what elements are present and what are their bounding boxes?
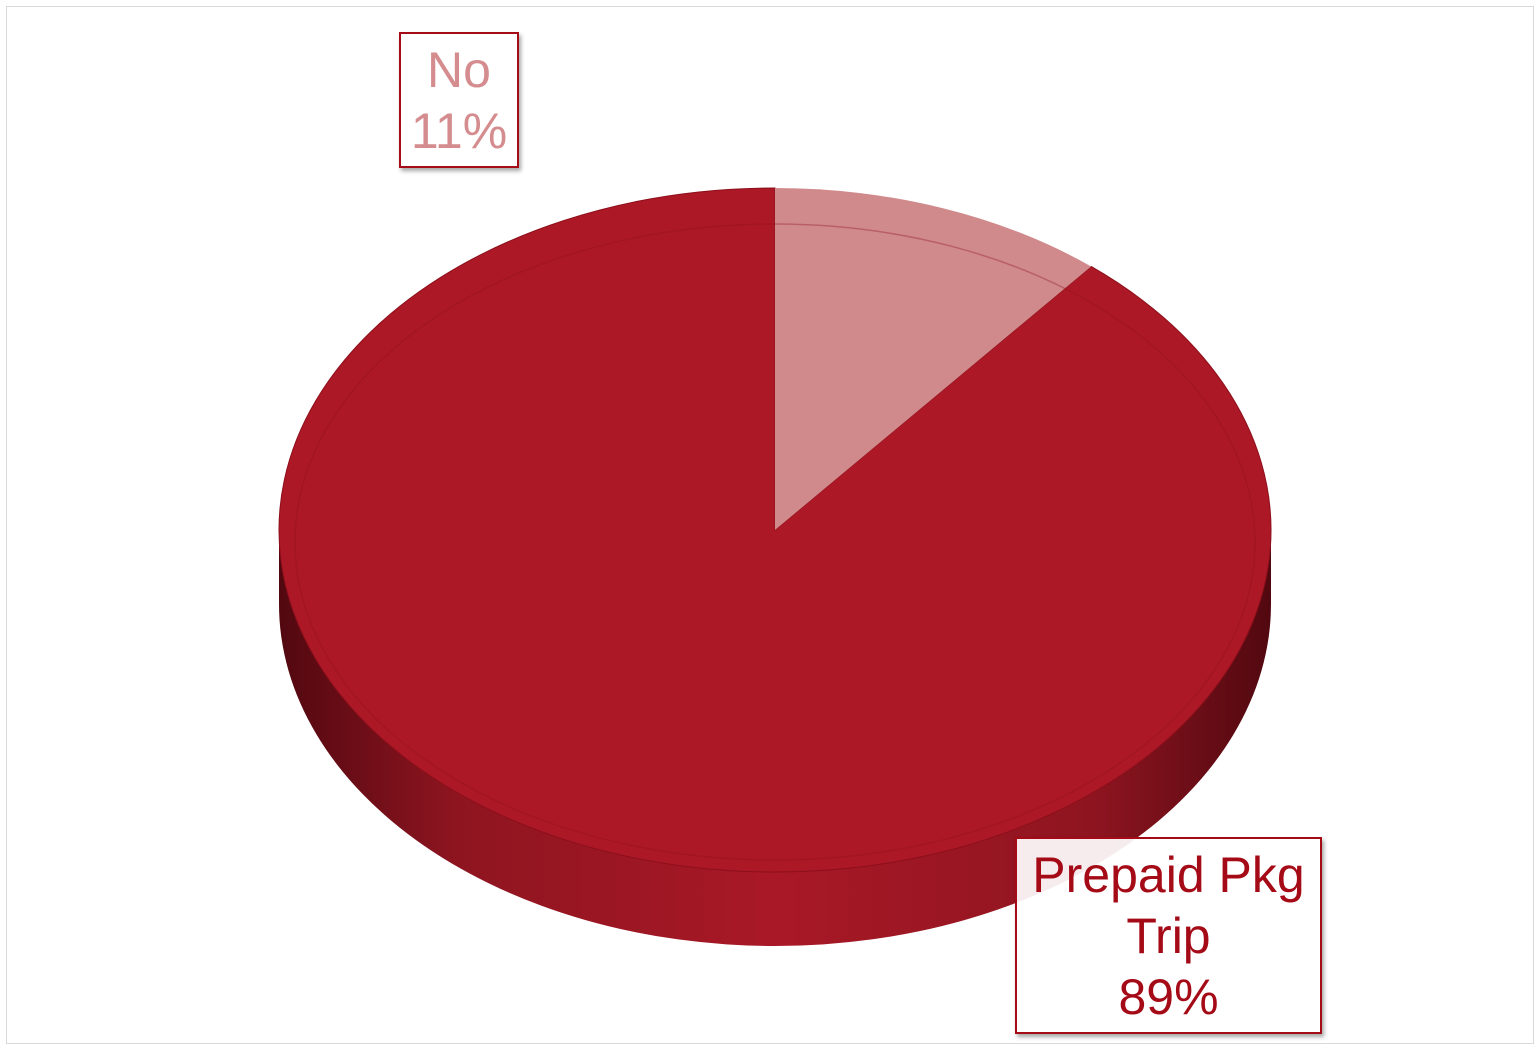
data-label-prepaid-pkg-trip: Prepaid Pkg Trip 89% (1015, 837, 1322, 1034)
data-label-prepaid-category-line1: Prepaid Pkg (1032, 847, 1305, 903)
data-label-no-percent: 11% (410, 103, 508, 159)
data-label-no-category: No (427, 42, 491, 98)
pie-top-layer (278, 187, 1272, 873)
pie-slice-prepaid-pkg-trip (278, 187, 1272, 873)
data-label-prepaid-category-line2: Trip (1126, 908, 1211, 964)
pie-top-bevel (294, 223, 1256, 861)
data-label-prepaid-percent: 89% (1118, 969, 1219, 1025)
pie-slice-no (775, 188, 1092, 530)
data-label-no: No 11% (399, 32, 519, 168)
